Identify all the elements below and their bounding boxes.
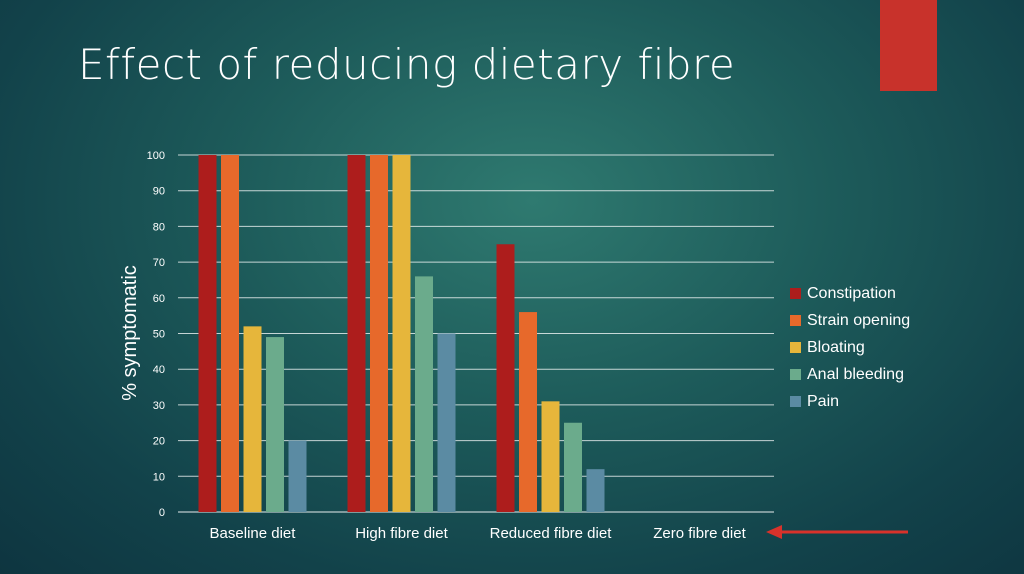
legend-label: Strain opening (807, 311, 911, 329)
y-tick-label: 10 (153, 471, 165, 483)
y-tick-label: 100 (147, 150, 165, 162)
x-tick-label: Zero fibre diet (653, 525, 746, 542)
bar-pain (437, 333, 456, 512)
bar-constipation (496, 244, 515, 512)
y-tick-labels: 0 10 20 30 40 50 60 70 80 90 100 (147, 150, 165, 519)
y-tick-label: 50 (153, 329, 165, 341)
accent-block (880, 0, 937, 91)
legend-item: Pain (790, 388, 910, 415)
bar-pain (586, 469, 605, 512)
y-tick-label: 40 (153, 364, 165, 376)
legend-item: Bloating (790, 334, 910, 361)
legend-item: Anal bleeding (790, 361, 910, 388)
y-tick-label: 90 (153, 186, 165, 198)
legend-swatch (790, 315, 801, 326)
bar-bloating (541, 401, 560, 512)
bar-constipation (198, 155, 217, 512)
legend-swatch (790, 342, 801, 353)
x-tick-label: Reduced fibre diet (490, 525, 613, 542)
legend-swatch (790, 369, 801, 380)
bar-anal-bleeding (266, 337, 284, 512)
arrow-annotation (766, 525, 908, 539)
y-tick-label: 20 (153, 436, 165, 448)
bar-constipation (347, 155, 366, 512)
x-tick-labels: Baseline diet High fibre diet Reduced fibr… (210, 525, 747, 542)
bar-bloating (243, 326, 262, 512)
legend-item: Strain opening (790, 307, 910, 334)
bar-anal-bleeding (564, 422, 582, 512)
y-tick-label: 70 (153, 257, 165, 269)
x-tick-label: High fibre diet (355, 525, 448, 542)
legend-label: Constipation (807, 284, 896, 302)
arrow-head-icon (766, 525, 782, 539)
bar-pain (288, 440, 307, 512)
y-tick-label: 30 (153, 400, 165, 412)
slide-title: Effect of reducing dietary fibre (78, 40, 736, 89)
y-tick-label: 60 (153, 293, 165, 305)
legend-swatch (790, 288, 801, 299)
legend-label: Pain (807, 392, 840, 410)
bar-anal-bleeding (415, 276, 433, 512)
legend: Constipation Strain opening Bloating Anal b… (790, 280, 910, 415)
legend-label: Bloating (807, 338, 865, 356)
bar-bloating (392, 155, 411, 512)
legend-swatch (790, 396, 801, 407)
y-tick-label: 0 (159, 507, 165, 519)
legend-item: Constipation (790, 280, 910, 307)
y-tick-label: 80 (153, 221, 165, 233)
legend-label: Anal bleeding (807, 365, 904, 383)
bar-strain-opening (221, 155, 239, 512)
bar-strain-opening (519, 312, 537, 512)
x-tick-label: Baseline diet (210, 525, 297, 542)
bar-strain-opening (370, 155, 388, 512)
bars (198, 155, 605, 512)
y-axis-label: % symptomatic (119, 265, 141, 401)
